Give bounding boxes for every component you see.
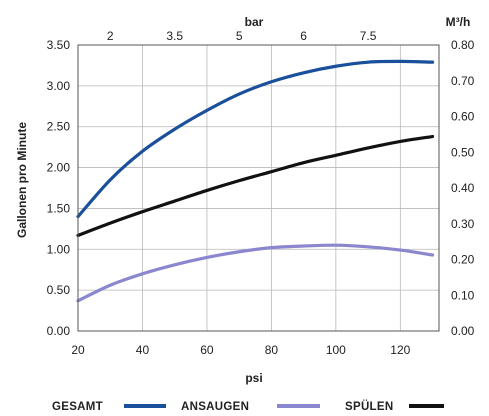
- x-axis-title: psi: [245, 371, 262, 385]
- y-tick-label: 2.50: [47, 120, 71, 134]
- top-tick-label: 2: [107, 29, 114, 43]
- right-tick-label: 0.60: [451, 110, 475, 124]
- y-axis-title: Gallonen pro Minute: [15, 122, 29, 238]
- top-axis-title: bar: [245, 15, 264, 29]
- top-tick-label: 7.5: [360, 29, 377, 43]
- top-tick-label: 5: [236, 29, 243, 43]
- right-axis-title: M³/h: [446, 15, 471, 29]
- plot-border: [77, 44, 440, 332]
- series-line-ansaugen: [76, 243, 435, 303]
- right-tick-label: 0.70: [451, 74, 475, 88]
- grid: [77, 44, 439, 332]
- right-tick-label: 0.20: [451, 253, 475, 267]
- right-tick-label: 0.00: [451, 324, 475, 338]
- legend-label-spulen: SPÜLEN: [345, 400, 393, 413]
- x-tick-label: 40: [136, 343, 150, 357]
- y-tick-label: 1.00: [47, 242, 71, 256]
- x-tick-label: 100: [326, 343, 346, 357]
- tick-labels: 0.00 0.50 1.00 1.50 2.00 2.50 3.00 3.50 20 40 60 80…: [47, 29, 475, 357]
- y-tick-label: 3.00: [47, 79, 71, 93]
- y-tick-label: 2.00: [47, 161, 71, 175]
- x-tick-label: 80: [265, 343, 279, 357]
- y-tick-label: 3.50: [47, 38, 71, 52]
- plot-frame: [77, 44, 440, 332]
- y-tick-label: 0.50: [47, 283, 71, 297]
- series-line-gesamt: [76, 59, 435, 219]
- series-line-spulen: [76, 134, 435, 237]
- legend-label-gesamt: GESAMT: [52, 401, 103, 413]
- x-tick-label: 120: [390, 343, 410, 357]
- right-tick-label: 0.10: [451, 288, 475, 302]
- y-tick-label: 0.00: [47, 324, 71, 338]
- right-tick-label: 0.40: [451, 181, 475, 195]
- top-tick-label: 3.5: [166, 29, 183, 43]
- y-tick-label: 1.50: [47, 201, 71, 215]
- right-tick-label: 0.80: [451, 38, 475, 52]
- x-tick-label: 60: [200, 343, 214, 357]
- right-tick-label: 0.50: [451, 145, 475, 159]
- x-tick-label: 20: [71, 343, 85, 357]
- top-tick-label: 6: [300, 29, 307, 43]
- legend: GESAMT ANSAUGEN SPÜLEN: [52, 400, 444, 413]
- legend-label-ansaugen: ANSAUGEN: [181, 401, 249, 413]
- series-lines: [76, 59, 435, 303]
- right-tick-label: 0.30: [451, 217, 475, 231]
